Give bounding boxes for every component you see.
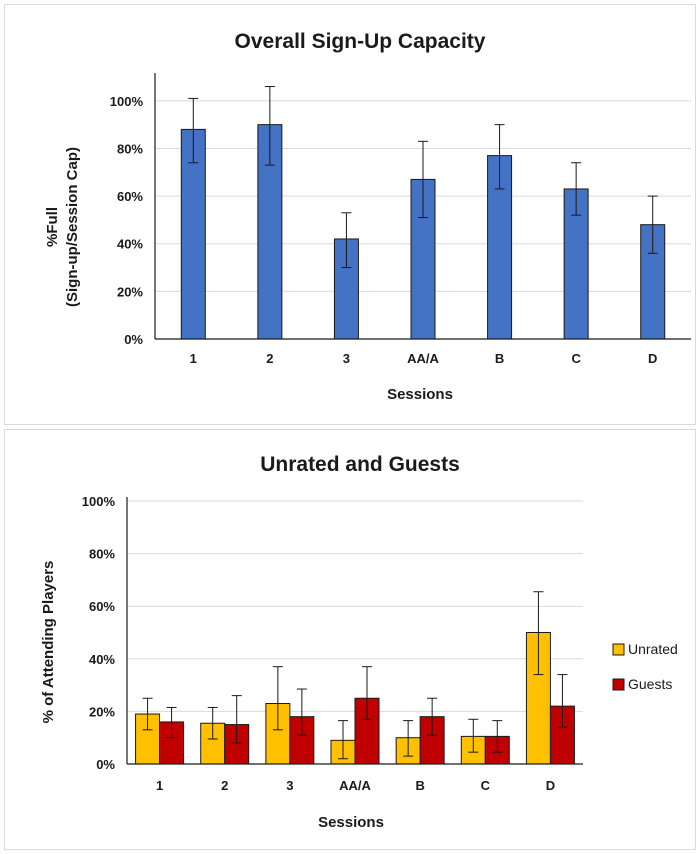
- y-tick-label: 100%: [82, 494, 116, 509]
- x-tick-label: 2: [266, 351, 273, 366]
- y-tick-label: 60%: [117, 189, 143, 204]
- x-tick-labels: 1 2 3 AA/A B C D: [156, 778, 555, 793]
- chart-title: Overall Sign-Up Capacity: [235, 30, 486, 53]
- bars: [135, 632, 575, 765]
- x-tick-label: B: [415, 778, 424, 793]
- legend-label-guests: Guests: [628, 676, 672, 692]
- x-axis-label: Sessions: [387, 386, 453, 403]
- legend-swatch-unrated: [612, 643, 625, 656]
- x-tick-label: 3: [286, 778, 293, 793]
- y-tick-label: 40%: [117, 237, 143, 252]
- axes: [126, 497, 583, 765]
- x-tick-label: D: [546, 778, 555, 793]
- y-axis-label: % of Attending Players: [40, 561, 57, 724]
- y-tick-label: 20%: [89, 704, 115, 719]
- x-tick-label: B: [495, 351, 504, 366]
- y-tick-label: 100%: [110, 94, 144, 109]
- y-tick-label: 40%: [89, 652, 115, 667]
- x-tick-label: 3: [343, 351, 350, 366]
- error-bars: [142, 591, 568, 760]
- bars: [180, 124, 666, 340]
- x-tick-label: 1: [156, 778, 163, 793]
- chart-title: Unrated and Guests: [260, 453, 460, 476]
- legend-swatch-guests: [612, 678, 625, 691]
- y-axis-label-line-2: (Sign-up/Session Cap): [64, 147, 81, 307]
- y-axis-label-line-1: %Full: [44, 207, 61, 247]
- y-tick-label: 80%: [89, 547, 115, 562]
- y-tick-label: 0%: [124, 332, 143, 347]
- error-bars: [188, 86, 658, 269]
- y-tick-labels: 0% 20% 40% 60% 80% 100%: [82, 494, 116, 772]
- x-tick-label: C: [571, 351, 581, 366]
- x-axis-label: Sessions: [318, 814, 384, 831]
- chart-unrated-guests: Unrated and Guests 0% 20% 40% 60% 80% 100% 1 2…: [40, 453, 678, 831]
- y-tick-labels: 0% 20% 40% 60% 80% 100%: [110, 94, 144, 347]
- x-tick-label: C: [481, 778, 491, 793]
- y-tick-label: 20%: [117, 284, 143, 299]
- chart-signup-capacity: Overall Sign-Up Capacity 0% 20% 40% 60% 80% 1…: [44, 30, 691, 403]
- x-tick-label: AA/A: [407, 351, 439, 366]
- y-tick-label: 60%: [89, 599, 115, 614]
- legend-label-unrated: Unrated: [628, 641, 678, 657]
- y-tick-label: 80%: [117, 141, 143, 156]
- y-tick-label: 0%: [96, 757, 115, 772]
- x-tick-label: 1: [190, 351, 197, 366]
- chart-panel-unrated-guests: Unrated and Guests 0% 20% 40% 60% 80% 100% 1 2…: [4, 429, 696, 850]
- legend: Unrated Guests: [612, 641, 678, 692]
- x-tick-label: 2: [221, 778, 228, 793]
- chart-panel-signup-capacity: Overall Sign-Up Capacity 0% 20% 40% 60% 80% 1…: [4, 4, 696, 425]
- gridlines: [127, 500, 583, 712]
- bar-series-1: [180, 128, 206, 340]
- x-tick-label: AA/A: [339, 778, 371, 793]
- axes: [154, 73, 691, 340]
- x-tick-labels: 1 2 3 AA/A B C D: [190, 351, 658, 366]
- x-tick-label: D: [648, 351, 657, 366]
